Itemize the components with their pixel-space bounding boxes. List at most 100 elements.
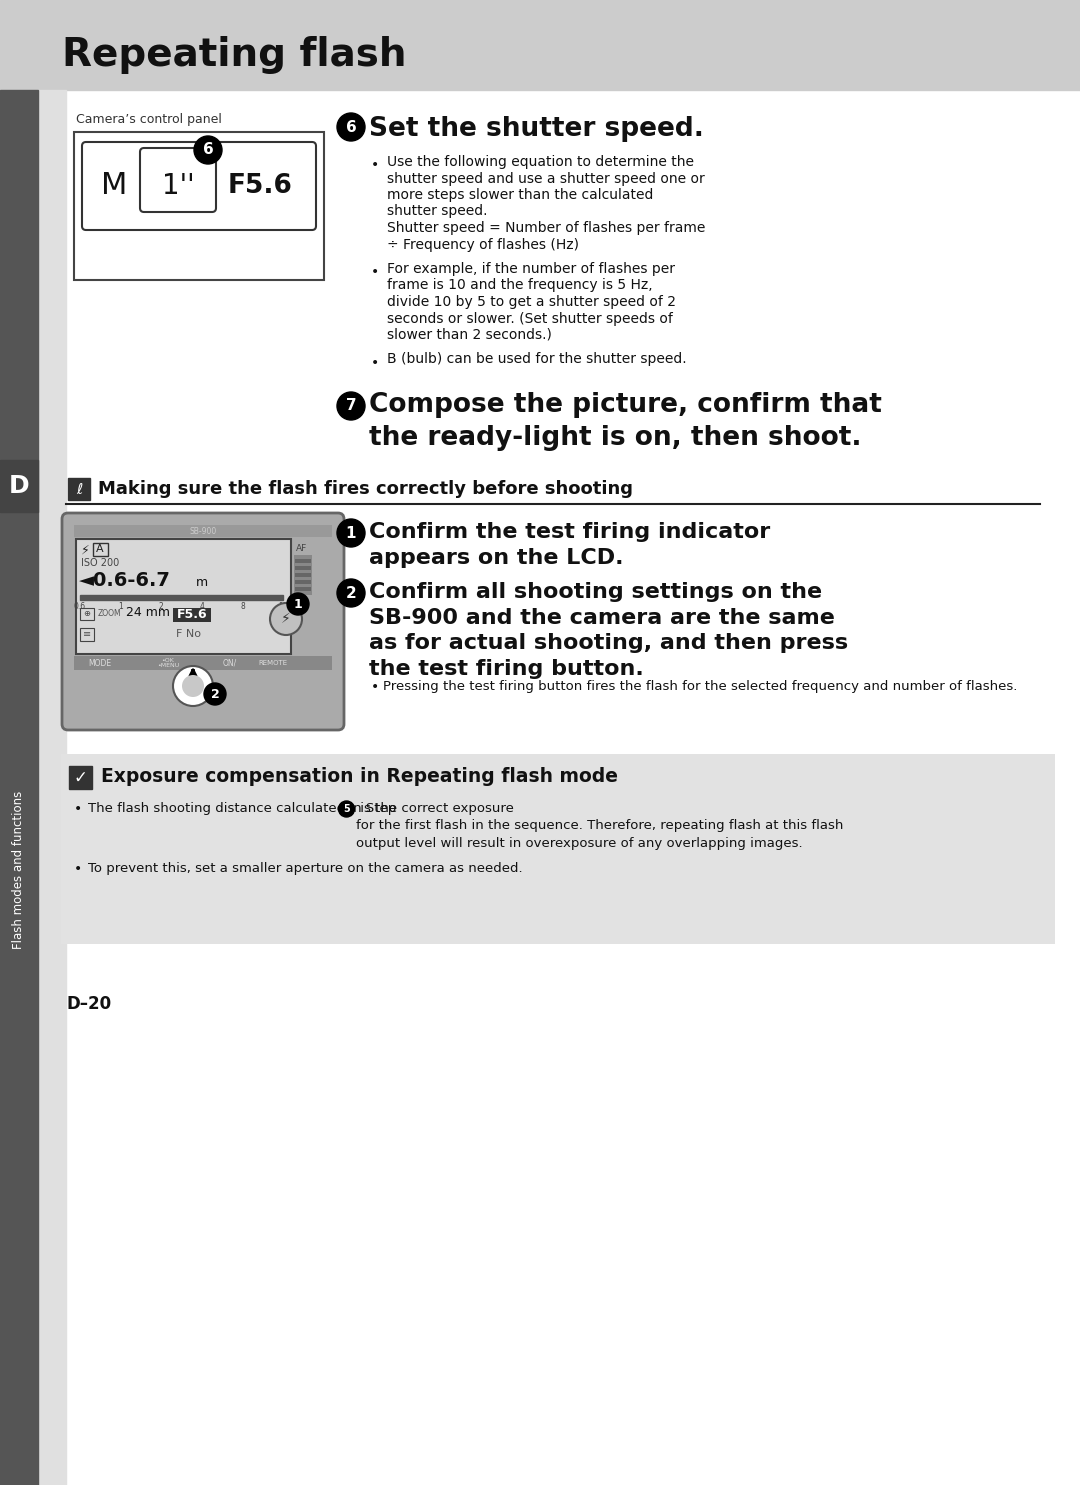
Circle shape [337, 579, 365, 607]
Circle shape [194, 137, 222, 163]
Text: 5: 5 [343, 803, 350, 814]
Text: F5.6: F5.6 [177, 609, 207, 622]
Text: 4: 4 [200, 601, 204, 610]
Text: 7: 7 [346, 398, 356, 413]
Text: is the correct exposure
for the first flash in the sequence. Therefore, repeatin: is the correct exposure for the first fl… [356, 802, 843, 849]
Bar [295, 587, 311, 591]
Text: Confirm the test firing indicator
appears on the LCD.: Confirm the test firing indicator appear… [369, 523, 770, 569]
Text: Pressing the test firing button fires the flash for the selected frequency and n: Pressing the test firing button fires th… [383, 680, 1017, 693]
Text: To prevent this, set a smaller aperture on the camera as needed.: To prevent this, set a smaller aperture … [87, 861, 523, 875]
Circle shape [287, 593, 309, 615]
Bar [75, 656, 332, 670]
Text: Use the following equation to determine the: Use the following equation to determine … [387, 154, 694, 169]
Text: ℓ: ℓ [76, 481, 82, 496]
Circle shape [204, 683, 226, 705]
Text: seconds or slower. (Set shutter speeds of: seconds or slower. (Set shutter speeds o… [387, 312, 673, 325]
Text: m: m [195, 576, 208, 590]
Text: Exposure compensation in Repeating flash mode: Exposure compensation in Repeating flash… [102, 768, 618, 787]
Bar [93, 544, 108, 555]
Text: •OK
•MENU: •OK •MENU [157, 658, 179, 668]
Bar [295, 566, 311, 570]
Text: Set the shutter speed.: Set the shutter speed. [369, 116, 704, 143]
Text: SB-900: SB-900 [189, 527, 217, 536]
Text: •: • [73, 861, 82, 876]
Text: 24 mm: 24 mm [126, 606, 170, 619]
Text: 2: 2 [211, 688, 219, 701]
Text: D–20: D–20 [66, 995, 111, 1013]
Bar [75, 526, 332, 538]
Bar [295, 581, 311, 584]
Text: Shutter speed = Number of flashes per frame: Shutter speed = Number of flashes per fr… [387, 221, 705, 235]
Bar [38, 91, 66, 1485]
Bar [0, 0, 1080, 91]
Bar [0, 91, 38, 1485]
Text: Camera’s control panel: Camera’s control panel [76, 113, 221, 126]
Text: Compose the picture, confirm that
the ready-light is on, then shoot.: Compose the picture, confirm that the re… [369, 392, 882, 451]
Bar [80, 595, 283, 600]
Bar [295, 573, 311, 578]
Bar [0, 460, 38, 512]
Text: 8: 8 [240, 601, 245, 610]
Text: ISO 200: ISO 200 [81, 558, 119, 567]
Text: Making sure the flash fires correctly before shooting: Making sure the flash fires correctly be… [98, 480, 633, 497]
Text: 2: 2 [159, 601, 163, 610]
Text: shutter speed and use a shutter speed one or: shutter speed and use a shutter speed on… [387, 171, 705, 186]
Text: frame is 10 and the frequency is 5 Hz,: frame is 10 and the frequency is 5 Hz, [387, 279, 652, 293]
Bar [295, 558, 311, 563]
Bar [76, 539, 291, 653]
Text: •: • [370, 680, 379, 693]
Text: 1: 1 [118, 601, 123, 610]
Text: Repeating flash: Repeating flash [62, 36, 406, 74]
Text: slower than 2 seconds.): slower than 2 seconds.) [387, 328, 552, 342]
Bar [80, 628, 94, 642]
Text: divide 10 by 5 to get a shutter speed of 2: divide 10 by 5 to get a shutter speed of… [387, 296, 676, 309]
Bar [173, 607, 211, 622]
Circle shape [337, 518, 365, 546]
Bar [294, 555, 312, 595]
Circle shape [270, 603, 302, 636]
Circle shape [173, 665, 213, 705]
Text: 6: 6 [346, 119, 356, 135]
FancyBboxPatch shape [140, 148, 216, 212]
Text: The flash shooting distance calculated in Step: The flash shooting distance calculated i… [87, 802, 401, 815]
Bar [60, 754, 1055, 944]
Text: 6: 6 [203, 143, 214, 157]
Circle shape [338, 800, 354, 817]
Text: 0.6: 0.6 [73, 601, 86, 610]
Text: ⊕: ⊕ [83, 609, 91, 618]
Text: ✓: ✓ [73, 769, 87, 787]
Text: For example, if the number of flashes per: For example, if the number of flashes pe… [387, 261, 675, 276]
Text: •: • [73, 802, 82, 815]
Circle shape [183, 676, 204, 696]
Text: ⚡: ⚡ [281, 612, 291, 627]
Text: ZOOM: ZOOM [98, 609, 122, 618]
Text: ⚡: ⚡ [81, 544, 90, 557]
Text: Flash modes and functions: Flash modes and functions [13, 792, 26, 949]
Text: •: • [370, 264, 379, 279]
Text: shutter speed.: shutter speed. [387, 205, 487, 218]
Text: •: • [370, 157, 379, 172]
Text: 2: 2 [346, 585, 356, 600]
Text: 1: 1 [294, 597, 302, 610]
Text: ≡: ≡ [83, 630, 91, 639]
Bar [69, 766, 92, 789]
Text: F5.6: F5.6 [227, 172, 292, 199]
Text: D: D [9, 474, 29, 497]
Text: ÷ Frequency of flashes (Hz): ÷ Frequency of flashes (Hz) [387, 238, 579, 251]
Circle shape [337, 392, 365, 420]
Text: MODE: MODE [87, 658, 111, 667]
Text: 1'': 1'' [162, 172, 194, 200]
Text: ◄0.6-6.7: ◄0.6-6.7 [79, 572, 171, 590]
Text: M: M [100, 171, 127, 200]
Text: 1: 1 [346, 526, 356, 541]
Text: REMOTE: REMOTE [258, 659, 287, 665]
Bar [68, 478, 90, 500]
Text: more steps slower than the calculated: more steps slower than the calculated [387, 189, 653, 202]
Text: Confirm all shooting settings on the
SB-900 and the camera are the same
as for a: Confirm all shooting settings on the SB-… [369, 582, 848, 679]
Text: AF: AF [296, 544, 307, 552]
Text: •: • [370, 355, 379, 370]
Text: ON/: ON/ [222, 658, 238, 667]
Text: 16: 16 [279, 601, 287, 610]
FancyBboxPatch shape [82, 143, 316, 230]
Bar [75, 132, 324, 281]
